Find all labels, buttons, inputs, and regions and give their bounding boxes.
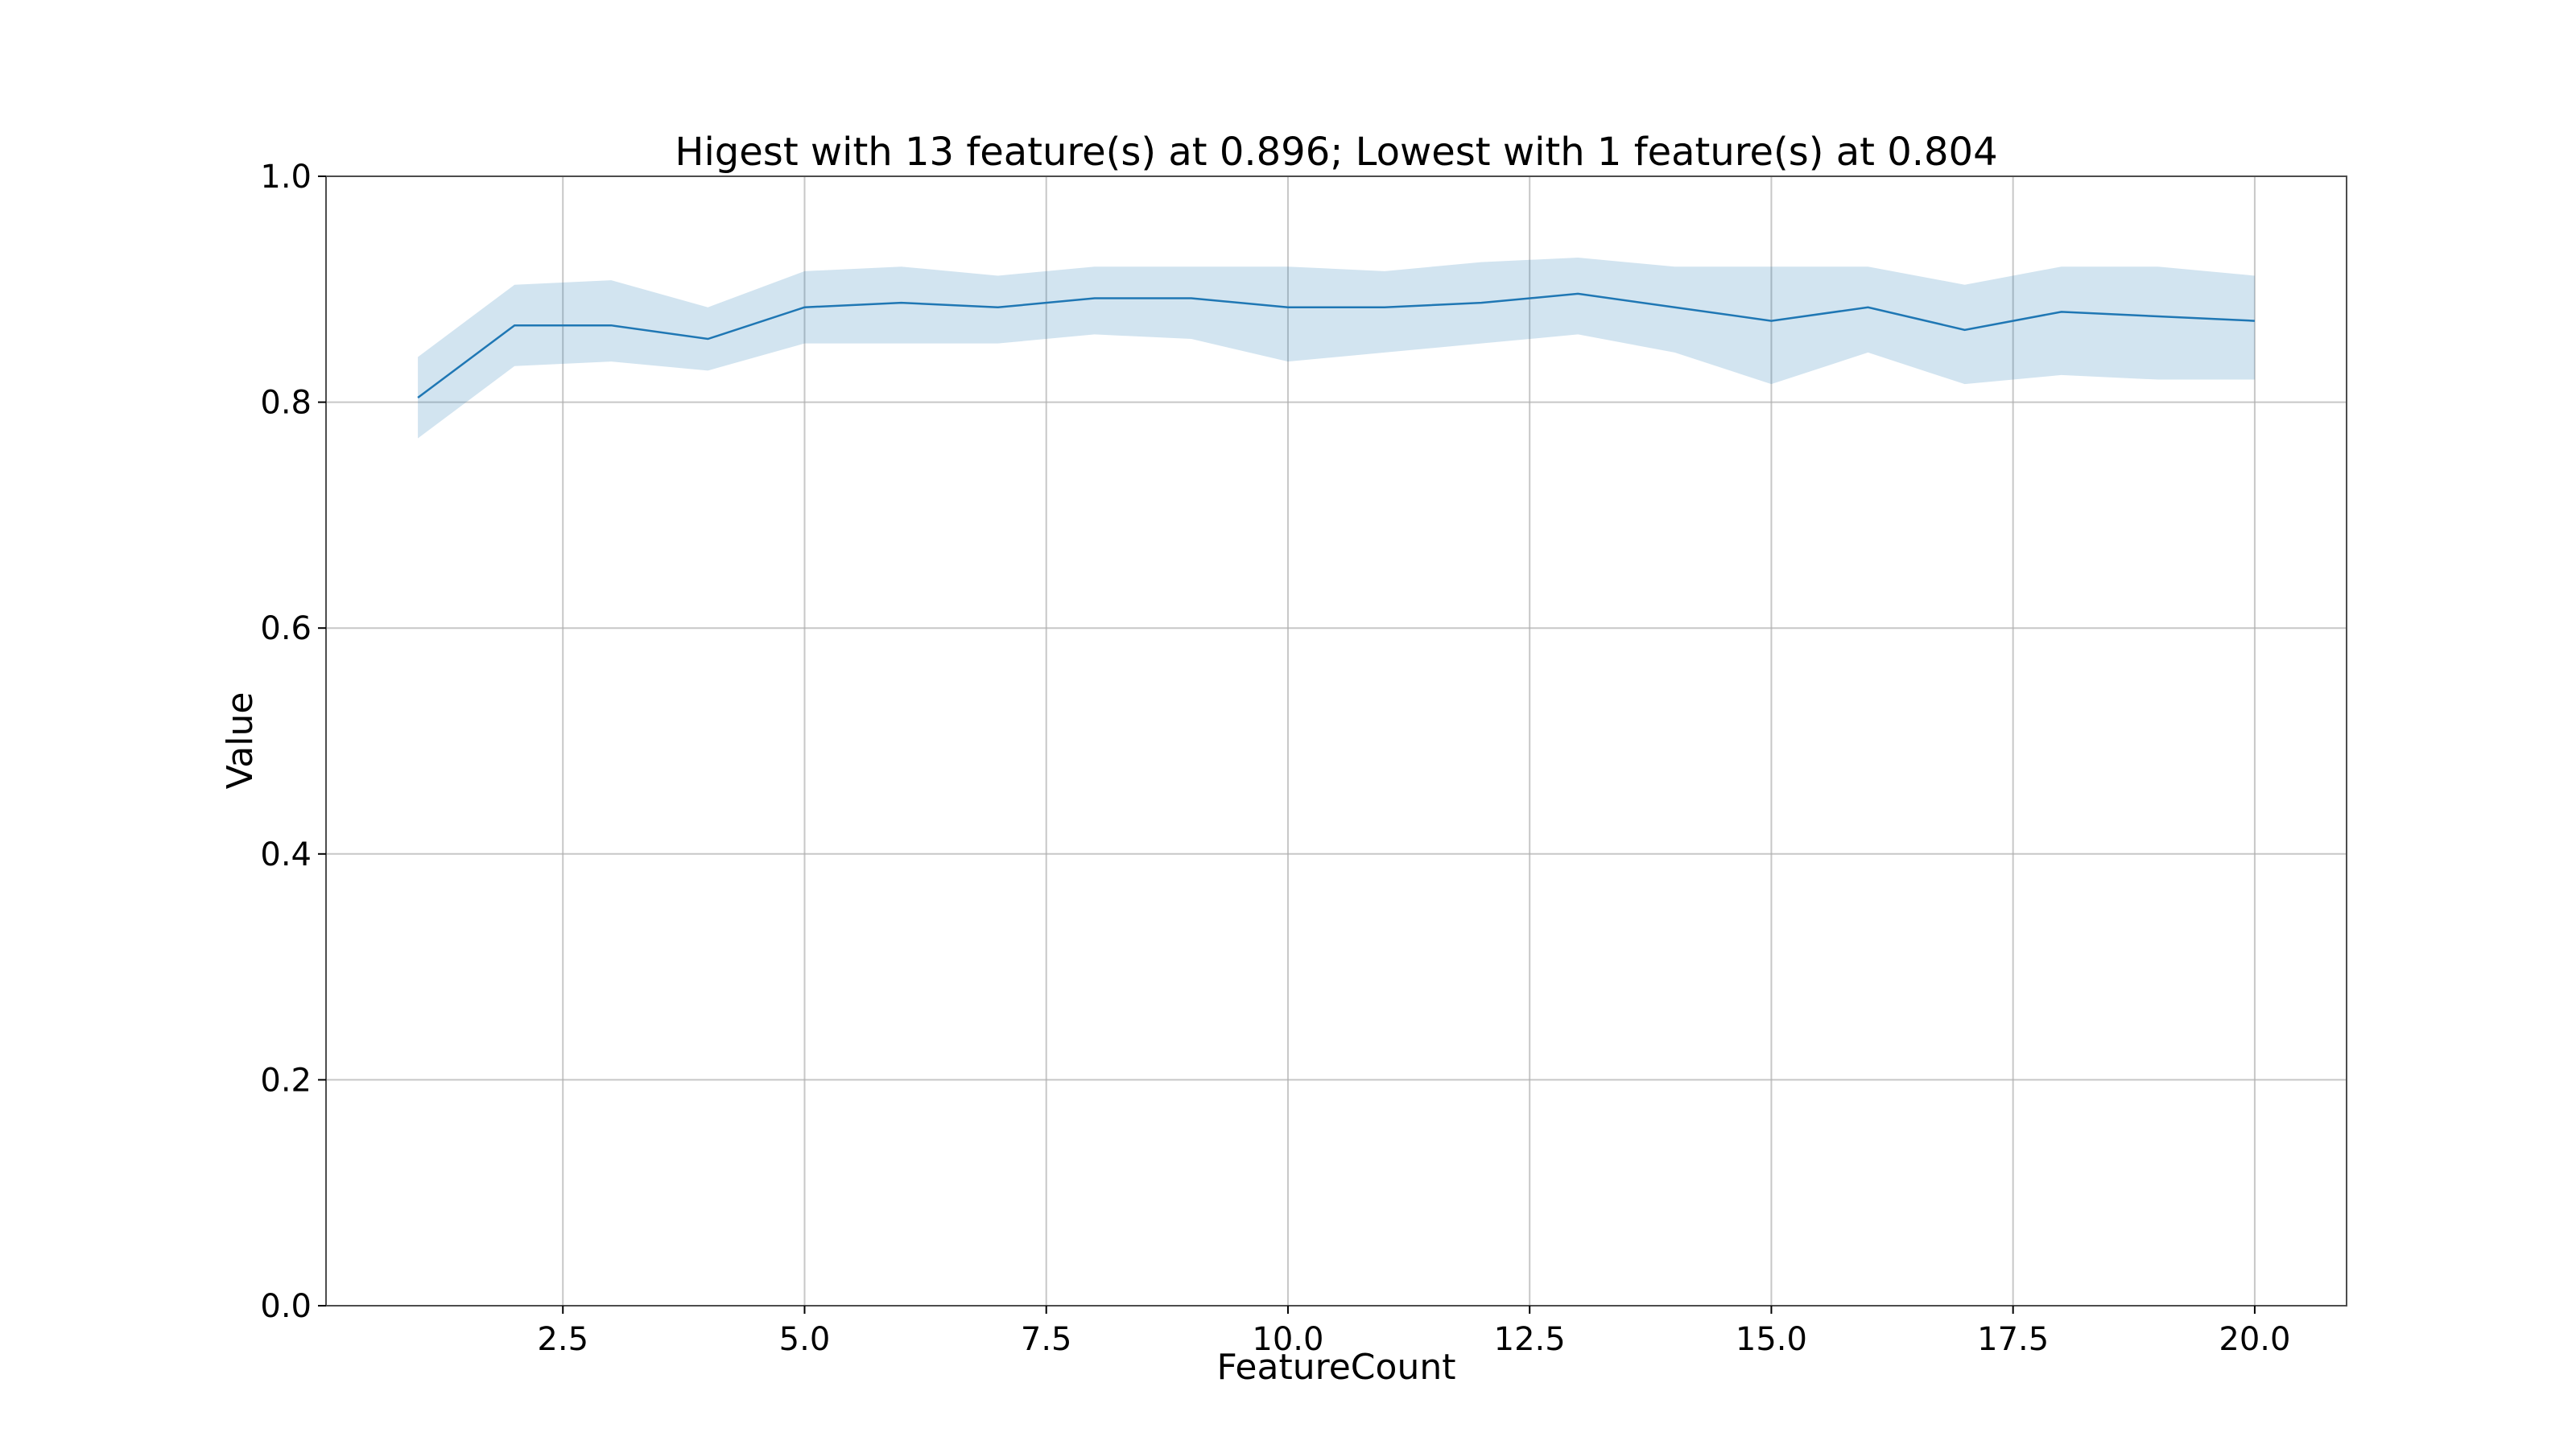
x-tick-label: 10.0 — [1252, 1321, 1323, 1358]
y-axis-ticks: 0.0 0.2 0.4 0.6 0.8 1.0 — [260, 159, 326, 1325]
x-tick-label: 20.0 — [2219, 1321, 2290, 1358]
confidence-band-layer — [418, 258, 2255, 439]
x-axis-label: FeatureCount — [1217, 1347, 1456, 1388]
y-tick-label: 1.0 — [260, 159, 312, 196]
y-tick-label: 0.8 — [260, 385, 312, 422]
y-tick-label: 0.0 — [260, 1288, 312, 1325]
y-axis-label: Value — [220, 692, 261, 790]
chart-title: Higest with 13 feature(s) at 0.896; Lowe… — [675, 130, 1997, 175]
y-tick-label: 0.2 — [260, 1062, 312, 1099]
y-tick-label: 0.4 — [260, 836, 312, 873]
x-axis-ticks: 2.5 5.0 7.5 10.0 12.5 15.0 17.5 20.0 — [537, 1306, 2290, 1358]
confidence-band — [418, 258, 2255, 439]
series-line — [417, 292, 2255, 398]
y-tick-label: 0.6 — [260, 610, 312, 647]
plot-frame — [325, 175, 2347, 1307]
x-tick-label: 17.5 — [1977, 1321, 2049, 1358]
x-tick-label: 5.0 — [779, 1321, 831, 1358]
x-tick-label: 2.5 — [537, 1321, 588, 1358]
x-tick-label: 15.0 — [1736, 1321, 1807, 1358]
x-tick-label: 12.5 — [1494, 1321, 1566, 1358]
x-tick-label: 7.5 — [1021, 1321, 1072, 1358]
series-line-layer — [417, 292, 2255, 398]
